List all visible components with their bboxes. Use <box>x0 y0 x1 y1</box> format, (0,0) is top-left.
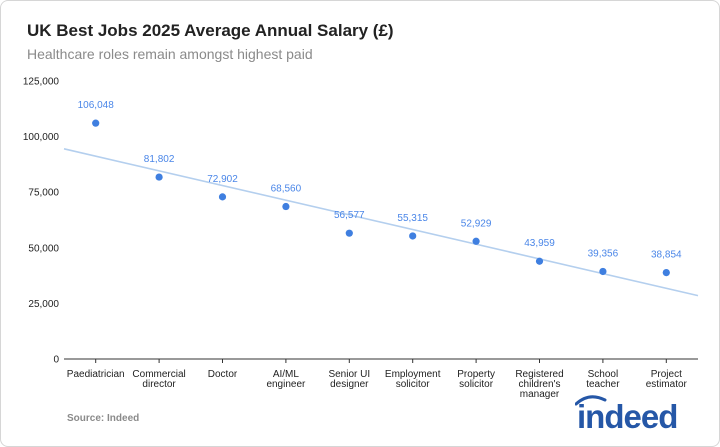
trendline <box>63 148 699 297</box>
data-label: 52,929 <box>461 218 492 229</box>
data-label: 38,854 <box>651 250 682 261</box>
data-label: 106,048 <box>78 100 115 111</box>
y-tick-label: 50,000 <box>28 243 59 254</box>
y-tick-label: 0 <box>53 355 59 366</box>
data-point <box>282 202 290 211</box>
x-tick-label: Paediatrician <box>67 369 125 380</box>
data-label: 72,902 <box>207 174 238 185</box>
data-point <box>155 173 163 181</box>
x-tick-label: AI/ML engineer <box>266 369 306 390</box>
data-point <box>218 193 227 201</box>
x-tick-label: Registered children's manager <box>515 369 563 400</box>
trendline-group <box>63 148 699 297</box>
data-point <box>472 237 480 245</box>
data-label: 55,315 <box>397 213 428 224</box>
data-point <box>92 119 100 127</box>
data-label: 81,802 <box>144 154 175 165</box>
x-tick-label: Property solicitor <box>457 369 495 390</box>
y-tick-label: 125,000 <box>23 77 60 88</box>
data-point <box>535 257 544 265</box>
source-note: Source: Indeed <box>67 413 140 424</box>
x-tick-label: Employment solicitor <box>385 369 441 390</box>
indeed-logo: indeed <box>575 395 678 435</box>
x-tick-label: Commercial director <box>132 369 185 390</box>
y-tick-label: 75,000 <box>28 188 59 199</box>
y-axis: 0 25,000 50,000 75,000 100,000 125,000 <box>23 77 60 366</box>
chart-title: UK Best Jobs 2025 Average Annual Salary … <box>27 21 394 40</box>
data-label: 56,577 <box>334 210 365 221</box>
data-label: 43,959 <box>524 238 555 249</box>
data-point <box>409 232 417 240</box>
x-tick-label: Senior UI designer <box>328 369 370 390</box>
x-axis: Paediatrician Commercial director Doctor AI/… <box>64 358 698 400</box>
data-point <box>599 267 607 276</box>
x-tick-label: School teacher <box>586 369 620 390</box>
y-tick-label: 25,000 <box>28 299 59 310</box>
data-label: 39,356 <box>588 248 619 259</box>
data-point <box>662 268 670 277</box>
data-label: 68,560 <box>271 184 302 195</box>
chart-subtitle: Healthcare roles remain amongst highest … <box>27 46 313 62</box>
x-tick-label: Project estimator <box>646 369 688 390</box>
data-points: 106,048 81,802 72,902 68,560 56,577 55,315 52,… <box>78 100 682 277</box>
data-point <box>345 229 353 237</box>
svg-text:indeed: indeed <box>577 398 677 435</box>
y-tick-label: 100,000 <box>23 132 60 143</box>
x-tick-label: Doctor <box>208 369 238 380</box>
